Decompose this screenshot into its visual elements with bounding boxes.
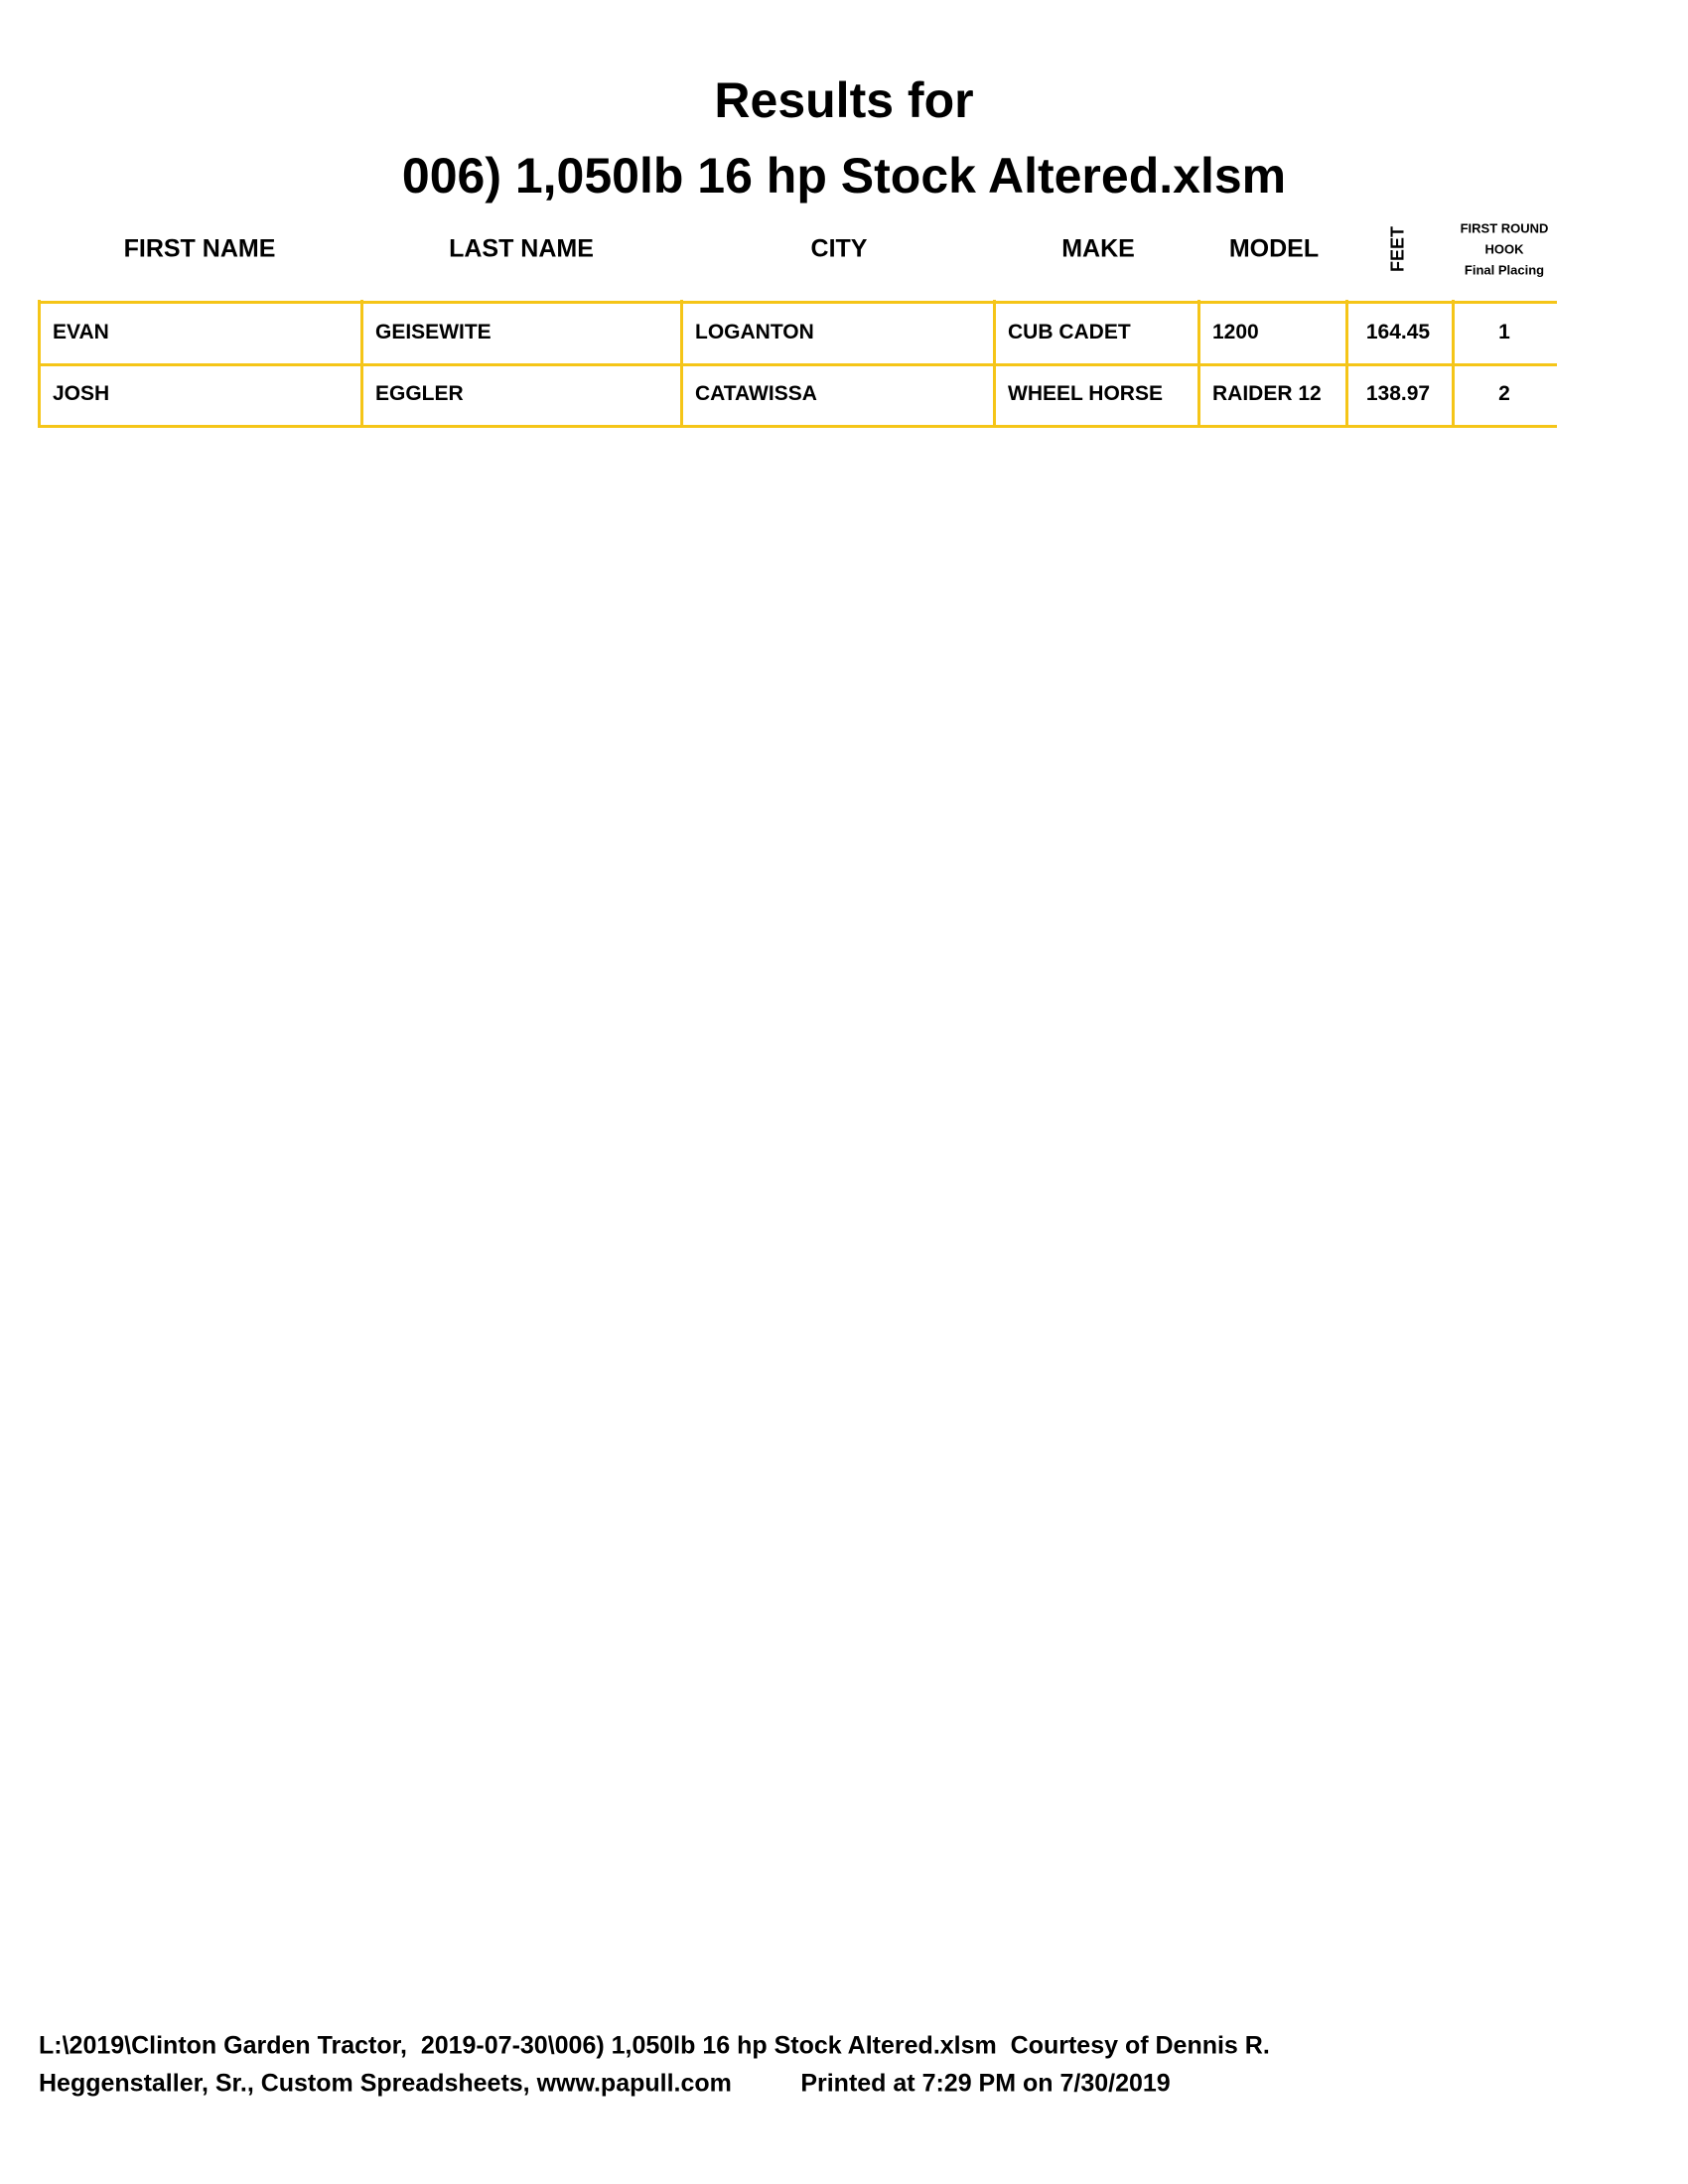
column-header: CITY: [810, 234, 868, 263]
footer-line: L:\2019\Clinton Garden Tractor, 2019-07-…: [39, 2031, 1270, 2060]
cell: 164.45: [1365, 321, 1431, 343]
table-rule: [679, 300, 683, 428]
column-header: MAKE: [1061, 234, 1135, 263]
column-header: FEET: [1387, 225, 1408, 273]
title: Results for: [714, 72, 974, 128]
column-header: LAST NAME: [449, 234, 594, 263]
table-rule: [992, 300, 996, 428]
table-rule: [359, 300, 363, 428]
footer-line: Heggenstaller, Sr., Custom Spreadsheets,…: [39, 2069, 1171, 2098]
cell: RAIDER 12: [1212, 382, 1322, 405]
cell: WHEEL HORSE: [1008, 382, 1163, 405]
cell: CUB CADET: [1008, 321, 1131, 343]
placing-header-line: Final Placing: [1464, 262, 1545, 278]
cell: 1: [1498, 321, 1510, 343]
cell: LOGANTON: [695, 321, 814, 343]
column-header: FIRST NAME: [123, 234, 276, 263]
cell: 2: [1498, 382, 1510, 405]
title: 006) 1,050lb 16 hp Stock Altered.xlsm: [401, 148, 1287, 204]
table-rule: [39, 300, 1557, 304]
cell: CATAWISSA: [695, 382, 817, 405]
table-rule: [1196, 300, 1200, 428]
cell: 138.97: [1365, 382, 1431, 405]
table-rule: [37, 300, 41, 428]
cell: 1200: [1212, 321, 1259, 343]
cell: EVAN: [53, 321, 109, 343]
placing-header-line: HOOK: [1484, 241, 1524, 257]
table-rule: [1451, 300, 1455, 428]
column-header: MODEL: [1228, 234, 1320, 263]
table-rule: [1344, 300, 1348, 428]
table-rule: [39, 424, 1557, 428]
placing-header: FIRST ROUND HOOK Final Placing: [1461, 218, 1549, 281]
placing-header-line: FIRST ROUND: [1460, 220, 1549, 236]
cell: GEISEWITE: [375, 321, 492, 343]
table-rule: [39, 362, 1557, 366]
cell: JOSH: [53, 382, 110, 405]
cell: EGGLER: [375, 382, 464, 405]
